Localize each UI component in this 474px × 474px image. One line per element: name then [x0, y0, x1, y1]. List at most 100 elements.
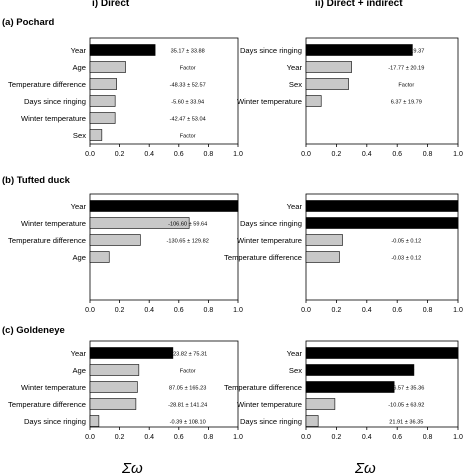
bar: [305, 347, 459, 359]
coefficient-label: Factor: [180, 134, 196, 140]
category-label: Winter temperature: [237, 97, 302, 106]
coefficient-label: -17.77 ± 20.19: [388, 66, 424, 72]
x-tick-label: 0.4: [362, 434, 372, 441]
coefficient-label: -10.05 ± 63.92: [388, 403, 424, 409]
coefficient-label: Factor: [180, 66, 196, 72]
coefficient-label: Factor: [180, 369, 196, 375]
bar: [305, 61, 352, 73]
bar: [305, 44, 413, 56]
bar: [305, 398, 336, 410]
x-tick-label: 0.6: [174, 307, 184, 314]
x-tick-label: 1.0: [233, 151, 243, 158]
x-tick-label: 0.2: [332, 307, 342, 314]
category-label: Winter temperature: [21, 114, 86, 123]
category-label: Sex: [73, 131, 86, 140]
coefficient-label: -106.60 ± 59.64: [168, 222, 207, 228]
bar: [89, 415, 100, 427]
x-tick-label: 0.4: [362, 151, 372, 158]
bar: [305, 364, 415, 376]
category-label: Days since ringing: [240, 417, 302, 426]
x-tick-label: 0.8: [204, 151, 214, 158]
panels: (a) Pochard 0.0 0.2 0.4 0.6 0.8 1.0 Year 35.17 ±…: [2, 17, 463, 441]
x-tick-label: 0.6: [392, 151, 402, 158]
coefficient-label: 35.17 ± 33.88: [171, 49, 205, 55]
category-label: Sex: [289, 80, 302, 89]
x-tick-label: 0.2: [332, 434, 342, 441]
coefficient-label: -36.12 ± 19.37: [388, 49, 424, 55]
category-label: Days since ringing: [24, 97, 86, 106]
coefficient-label: 6.37 ± 19.79: [391, 100, 422, 106]
bar: [89, 364, 140, 376]
category-label: Winter temperature: [21, 383, 86, 392]
coefficient-label: -0.03 ± 0.12: [391, 256, 421, 262]
coefficient-label: -0.18 ± 0.06**: [389, 222, 424, 228]
bar: [89, 61, 126, 73]
x-tick-label: 0.2: [115, 307, 125, 314]
panel-1: 0.0 0.2 0.4 0.6 0.8 1.0 Days since ringing -36.…: [237, 37, 463, 158]
column-title-direct: i) Direct: [92, 0, 130, 9]
coefficient-label: Factor: [398, 83, 414, 89]
bar: [305, 234, 343, 246]
category-label: Year: [287, 63, 303, 72]
x-tick-label: 0.6: [174, 151, 184, 158]
panel-title: (b) Tufted duck: [2, 175, 71, 186]
x-tick-label: 0.0: [301, 151, 311, 158]
bar: [89, 381, 138, 393]
x-tick-label: 0.8: [423, 307, 433, 314]
category-label: Days since ringing: [24, 417, 86, 426]
coefficient-label: -123.82 ± 75.31: [168, 352, 207, 358]
category-label: Winter temperature: [237, 400, 302, 409]
category-label: Age: [72, 253, 86, 262]
category-label: Temperature difference: [8, 236, 86, 245]
x-axis-label-direct: Σω: [121, 460, 143, 474]
panel-5: 0.0 0.2 0.4 0.6 0.8 1.0 Year -76.24 ± 36.49** Se…: [224, 340, 463, 441]
coefficient-label: Factor: [398, 369, 414, 375]
plot-frame: [89, 37, 239, 145]
bar: [305, 415, 319, 427]
category-label: Temperature difference: [8, 400, 86, 409]
coefficient-label: -130.65 ± 129.82: [167, 239, 209, 245]
x-tick-label: 0.4: [144, 151, 154, 158]
x-tick-label: 0.4: [362, 307, 372, 314]
coefficient-label: -42.47 ± 53.04: [170, 117, 206, 123]
coefficient-label: -48.33 ± 52.57: [170, 83, 206, 89]
panel-2: (b) Tufted duck 0.0 0.2 0.4 0.6 0.8 1.0 Year 206…: [2, 175, 243, 314]
plot-frame: [305, 37, 459, 145]
coefficient-label: 0.17 ± 0.06**: [390, 205, 423, 211]
bar: [89, 44, 156, 56]
category-label: Year: [71, 46, 87, 55]
x-tick-label: 0.2: [115, 151, 125, 158]
bar: [305, 200, 459, 212]
column-title-direct-indirect: ii) Direct + indirect: [315, 0, 403, 9]
x-tick-label: 0.6: [392, 307, 402, 314]
category-label: Year: [71, 349, 87, 358]
bar: [89, 347, 174, 359]
coefficient-label: -5.60 ± 33.94: [171, 100, 204, 106]
x-tick-label: 1.0: [453, 151, 463, 158]
plot-frame: [305, 193, 459, 301]
x-tick-label: 0.0: [85, 307, 95, 314]
x-axis-label-direct-indirect: Σω: [354, 460, 376, 474]
bar: [305, 251, 340, 263]
x-tick-label: 0.6: [174, 434, 184, 441]
x-tick-label: 1.0: [453, 307, 463, 314]
x-tick-label: 0.0: [85, 434, 95, 441]
bar: [89, 112, 116, 124]
x-tick-label: 1.0: [453, 434, 463, 441]
bar: [89, 200, 239, 212]
category-label: Temperature difference: [224, 383, 302, 392]
x-tick-label: 1.0: [233, 307, 243, 314]
coefficient-label: -56.57 ± 35.36: [388, 386, 424, 392]
panel-4: (c) Goldeneye 0.0 0.2 0.4 0.6 0.8 1.0 Year -123.…: [2, 325, 243, 441]
panel-0: (a) Pochard 0.0 0.2 0.4 0.6 0.8 1.0 Year 35.17 ±…: [2, 17, 243, 158]
category-label: Temperature difference: [8, 80, 86, 89]
category-label: Days since ringing: [240, 46, 302, 55]
bar: [305, 95, 322, 107]
x-tick-label: 0.8: [204, 307, 214, 314]
x-tick-label: 0.0: [85, 151, 95, 158]
category-label: Age: [72, 63, 86, 72]
bar: [89, 234, 141, 246]
bar: [89, 129, 103, 141]
coefficient-label: 206.72 ± 59.94***: [166, 205, 211, 211]
